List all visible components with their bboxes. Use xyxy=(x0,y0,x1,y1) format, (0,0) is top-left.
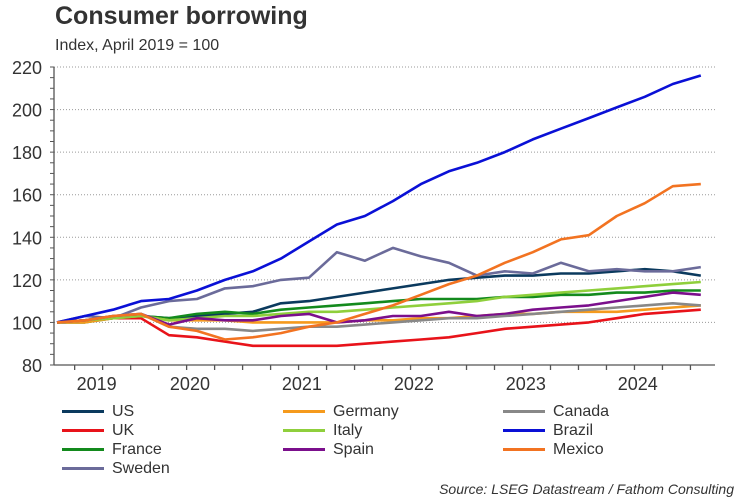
legend-swatch xyxy=(503,410,545,413)
legend-item-sweden: Sweden xyxy=(62,459,170,478)
legend-item-us: US xyxy=(62,402,134,421)
series-line-sweden xyxy=(56,246,701,324)
series-line-brazil xyxy=(56,74,702,324)
y-tick-label: 180 xyxy=(12,143,42,163)
legend-swatch xyxy=(283,429,325,432)
legend-label: France xyxy=(112,440,162,458)
line-chart: 80 100 120 140 160 180 200 220 2019 2020 2021 2022 2… xyxy=(12,58,715,394)
chart-subtitle: Index, April 2019 = 100 xyxy=(55,37,220,54)
legend-item-canada: Canada xyxy=(503,402,609,421)
legend-item-brazil: Brazil xyxy=(503,421,593,440)
legend-label: Mexico xyxy=(553,440,604,458)
legend-label: Canada xyxy=(553,402,610,420)
x-tick-label: 2022 xyxy=(394,374,434,394)
legend-item-italy: Italy xyxy=(283,421,362,440)
series-line-uk xyxy=(56,308,701,348)
legend-label: US xyxy=(112,402,135,420)
legend-swatch xyxy=(62,467,104,470)
legend-swatch xyxy=(62,448,104,451)
series-line-us xyxy=(56,267,701,324)
y-tick-label: 160 xyxy=(12,186,42,206)
legend-label: Spain xyxy=(333,440,374,458)
legend-item-france: France xyxy=(62,440,162,459)
legend-swatch xyxy=(283,448,325,451)
series-line-mexico xyxy=(56,182,701,341)
legend-swatch xyxy=(503,429,545,432)
y-tick-label: 120 xyxy=(12,271,42,291)
legend-label: UK xyxy=(112,421,135,439)
legend-swatch xyxy=(283,410,325,413)
legend-label: Italy xyxy=(333,421,363,439)
y-tick-label: 220 xyxy=(12,58,42,78)
legend-item-germany: Germany xyxy=(283,402,399,421)
y-tick-label: 200 xyxy=(12,101,42,121)
legend-swatch xyxy=(62,410,104,413)
legend-item-uk: UK xyxy=(62,421,134,440)
legend-item-mexico: Mexico xyxy=(503,440,604,459)
legend-label: Sweden xyxy=(112,459,170,477)
chart-title: Consumer borrowing xyxy=(55,2,308,30)
x-tick-label: 2019 xyxy=(77,374,117,394)
legend-label: Brazil xyxy=(553,421,594,439)
legend-label: Germany xyxy=(333,402,399,420)
x-tick-label: 2020 xyxy=(170,374,210,394)
x-tick-label: 2021 xyxy=(282,374,322,394)
legend: US UK France Sweden Germany Italy Spain … xyxy=(62,402,702,482)
x-tick-label: 2024 xyxy=(618,374,658,394)
y-tick-label: 100 xyxy=(12,313,42,333)
x-tick-label: 2023 xyxy=(506,374,546,394)
legend-swatch xyxy=(62,429,104,432)
series-line-spain xyxy=(56,291,701,326)
y-tick-label: 80 xyxy=(22,356,42,376)
legend-swatch xyxy=(503,448,545,451)
legend-item-spain: Spain xyxy=(283,440,374,459)
y-tick-label: 140 xyxy=(12,228,42,248)
series-line-france xyxy=(57,289,701,324)
source-note: Source: LSEG Datastream / Fathom Consult… xyxy=(439,481,734,497)
